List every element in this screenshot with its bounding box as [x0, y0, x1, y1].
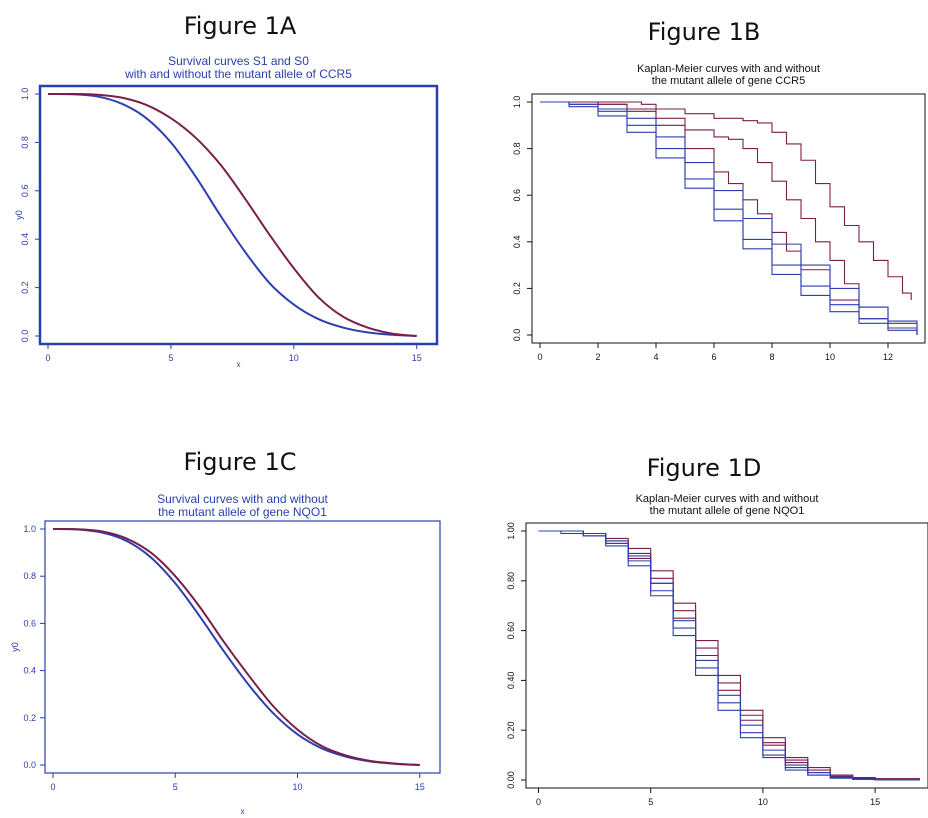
- x-tick-label: 0: [50, 782, 55, 792]
- figure-1a-title: Figure 1A: [183, 12, 297, 40]
- y-tick-label: 0.8: [20, 136, 30, 149]
- series-line: [538, 530, 920, 781]
- x-tick-label: 15: [412, 353, 422, 363]
- series-line: [538, 530, 920, 780]
- y-tick-label: 0.6: [23, 618, 36, 628]
- x-axis-label: x: [237, 360, 241, 369]
- y-axis-label: y0: [10, 642, 20, 652]
- chart-title-line: Survival curves with and without: [157, 492, 328, 506]
- y-tick-label: 0.40: [506, 672, 516, 690]
- x-tick-label: 8: [769, 352, 774, 362]
- y-tick-label: 1.0: [23, 524, 36, 534]
- chart-figure-1b: Kaplan-Meier curves with and withoutthe …: [512, 63, 926, 362]
- y-tick-label: 0.2: [20, 281, 30, 294]
- chart-title-line: Survival curves S1 and S0: [168, 55, 309, 68]
- plot-frame: [44, 520, 441, 774]
- x-axis-label: x: [241, 807, 245, 816]
- x-tick-label: 15: [415, 782, 425, 792]
- y-tick-label: 0.0: [20, 330, 30, 343]
- x-tick-label: 10: [758, 797, 768, 807]
- figure-1b-title: Figure 1B: [647, 18, 761, 46]
- y-tick-label: 0.2: [23, 713, 36, 723]
- chart-title-line: the mutant allele of gene CCR5: [652, 75, 805, 87]
- x-tick-label: 5: [648, 797, 653, 807]
- y-axis-label: y0: [14, 210, 24, 220]
- x-tick-label: 10: [825, 352, 835, 362]
- y-tick-label: 0.00: [506, 771, 516, 789]
- x-tick-label: 6: [711, 352, 716, 362]
- x-tick-label: 2: [595, 352, 600, 362]
- x-tick-label: 5: [168, 353, 173, 363]
- x-tick-label: 5: [173, 782, 178, 792]
- x-tick-label: 10: [289, 353, 299, 363]
- y-tick-label: 0.8: [512, 142, 522, 155]
- y-tick-label: 0.6: [20, 185, 30, 198]
- plot-frame: [531, 93, 926, 344]
- y-tick-label: 0.0: [512, 329, 522, 342]
- y-tick-label: 0.4: [23, 666, 36, 676]
- x-tick-label: 0: [537, 352, 542, 362]
- y-tick-label: 1.00: [506, 522, 516, 540]
- y-tick-label: 0.20: [506, 721, 516, 739]
- plot-frame: [38, 84, 439, 346]
- y-tick-label: 0.0: [23, 760, 36, 770]
- series-line: [538, 530, 920, 781]
- series-line: [52, 527, 420, 766]
- x-tick-label: 10: [293, 782, 303, 792]
- x-tick-label: 12: [883, 352, 893, 362]
- plot-frame: [525, 522, 928, 789]
- series-line: [538, 530, 920, 780]
- y-tick-label: 0.80: [506, 572, 516, 590]
- y-tick-label: 0.8: [23, 571, 36, 581]
- series-line: [540, 101, 918, 326]
- y-tick-label: 0.4: [20, 233, 30, 246]
- series-line: [540, 101, 918, 335]
- figure-1d-title: Figure 1D: [646, 454, 762, 482]
- y-tick-label: 0.60: [506, 622, 516, 640]
- x-tick-label: 0: [45, 353, 50, 363]
- chart-title-line: Kaplan-Meier curves with and without: [636, 493, 819, 505]
- chart-title-line: the mutant allele of gene NQO1: [650, 505, 805, 517]
- chart-figure-1d: Kaplan-Meier curves with and withoutthe …: [506, 493, 928, 807]
- x-tick-label: 15: [870, 797, 880, 807]
- series-line: [538, 530, 920, 780]
- series-line: [540, 101, 912, 301]
- series-line: [538, 530, 920, 781]
- series-line: [52, 528, 420, 766]
- y-tick-label: 1.0: [512, 96, 522, 109]
- series-line: [540, 101, 918, 335]
- chart-title-line: the mutant allele of gene NQO1: [158, 505, 327, 519]
- chart-title-line: Kaplan-Meier curves with and without: [637, 63, 820, 75]
- y-tick-label: 1.0: [20, 88, 30, 101]
- y-tick-label: 0.6: [512, 189, 522, 202]
- x-tick-label: 0: [536, 797, 541, 807]
- figure-1c-title: Figure 1C: [183, 448, 297, 476]
- series-line: [47, 92, 417, 337]
- series-line: [47, 92, 417, 337]
- y-tick-label: 0.4: [512, 236, 522, 249]
- chart-title-line: with and without the mutant allele of CC…: [124, 67, 352, 81]
- x-tick-label: 4: [653, 352, 658, 362]
- y-tick-label: 0.2: [512, 282, 522, 295]
